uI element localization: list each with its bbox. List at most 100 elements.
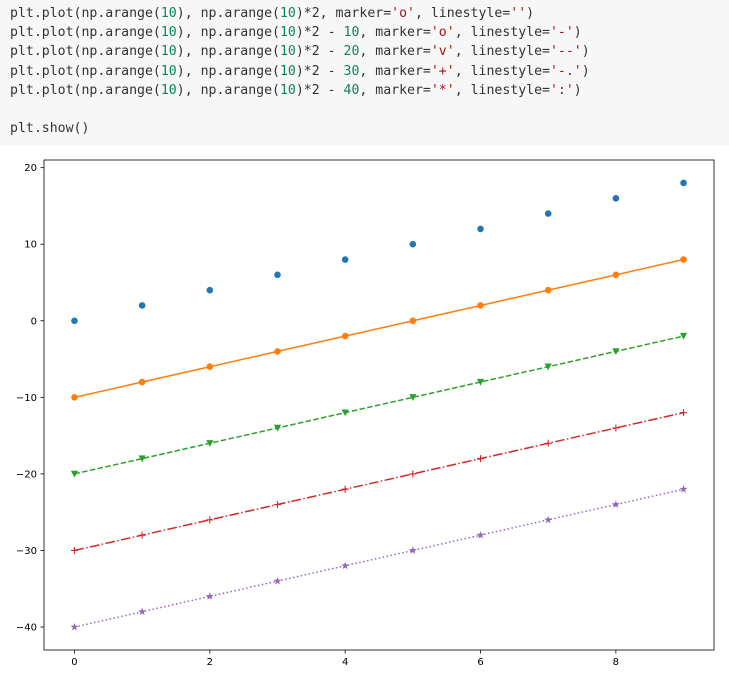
- data-point: [408, 546, 417, 554]
- data-point: [205, 592, 214, 600]
- code-token: plt.plot(np.arange(: [10, 82, 161, 98]
- code-token: 10: [160, 82, 177, 98]
- code-token: 10: [279, 44, 296, 60]
- line-chart: 0 2 4 6 8 20 10 0 −10 −20 −30 −40: [16, 159, 715, 668]
- data-point: [544, 210, 552, 217]
- code-token: ): [526, 6, 535, 21]
- code-token: ): [581, 63, 590, 79]
- code-token: ): [573, 82, 582, 98]
- code-line: plt.show(): [10, 119, 729, 138]
- y-tick-label: −40: [16, 623, 37, 634]
- data-point: [612, 271, 620, 279]
- data-point: [409, 317, 417, 325]
- code-token: 10: [160, 6, 177, 21]
- data-point: [138, 531, 146, 539]
- code-token: plt.show(): [10, 121, 90, 137]
- data-point: [138, 302, 146, 309]
- data-point: [409, 470, 417, 478]
- code-token: , linestyle=: [454, 44, 550, 60]
- code-token: ), np.arange(: [176, 44, 280, 60]
- data-point: [70, 546, 78, 554]
- data-point: [611, 500, 620, 508]
- code-token: , marker=: [359, 82, 431, 98]
- code-token: 40: [343, 82, 360, 98]
- code-token: 20: [343, 44, 360, 60]
- code-token: , linestyle=: [454, 82, 550, 98]
- data-point: [70, 622, 79, 631]
- data-point: [341, 561, 350, 570]
- series-line: [74, 488, 684, 628]
- code-token: '--': [549, 44, 582, 60]
- code-token: 10: [160, 25, 177, 41]
- data-point: [544, 286, 552, 294]
- x-tick-label: 8: [613, 657, 619, 668]
- code-token: '*': [430, 82, 455, 98]
- x-tick-label: 6: [477, 657, 483, 668]
- data-point: [273, 424, 282, 432]
- data-point: [680, 409, 688, 417]
- code-token: )*2 -: [295, 25, 344, 41]
- code-token: )*2 -: [295, 82, 344, 98]
- data-point: [477, 225, 484, 233]
- code-token: , marker=: [359, 63, 431, 79]
- code-cell[interactable]: plt.plot(np.arange(10), np.arange(10)*2,…: [0, 0, 729, 146]
- code-line: plt.plot(np.arange(10), np.arange(10)*2 …: [10, 62, 729, 81]
- data-point: [206, 440, 214, 447]
- data-point: [680, 256, 687, 263]
- data-point: [544, 363, 552, 371]
- code-token: )*2 -: [295, 63, 344, 79]
- data-point: [206, 363, 214, 371]
- code-token: , linestyle=: [454, 63, 550, 79]
- code-token: '': [510, 6, 527, 21]
- data-point: [70, 470, 79, 478]
- series-3: [70, 409, 688, 554]
- data-point: [206, 286, 214, 294]
- x-tick-label: 4: [342, 657, 348, 668]
- data-point: [138, 455, 146, 463]
- data-point: [71, 394, 78, 401]
- series-line: [74, 258, 684, 399]
- y-tick-label: −30: [16, 546, 37, 557]
- data-point: [273, 576, 282, 585]
- code-token: 10: [160, 63, 177, 79]
- code-token: '-.': [549, 63, 582, 79]
- data-point: [680, 179, 687, 187]
- data-point: [679, 332, 688, 340]
- code-line: plt.plot(np.arange(10), np.arange(10)*2 …: [10, 81, 729, 100]
- code-token: plt.plot(np.arange(: [10, 6, 161, 21]
- code-blank-line: [10, 100, 729, 119]
- code-token: 10: [279, 6, 296, 21]
- x-tick-label: 2: [207, 657, 213, 668]
- code-token: 'o': [430, 25, 455, 41]
- code-token: ), np.arange(: [176, 63, 280, 79]
- y-tick-label: −20: [16, 469, 37, 480]
- code-token: 10: [279, 25, 296, 41]
- data-point: [341, 485, 349, 493]
- code-token: ':': [549, 82, 574, 98]
- code-token: 'v': [430, 44, 455, 60]
- data-point: [409, 394, 417, 401]
- data-point: [544, 515, 553, 524]
- data-point: [612, 194, 620, 202]
- data-point: [476, 378, 485, 386]
- y-tick-label: 0: [31, 316, 37, 327]
- code-token: 10: [279, 82, 296, 98]
- code-token: , linestyle=: [414, 6, 511, 21]
- data-point: [341, 256, 349, 263]
- code-token: '+': [430, 63, 455, 79]
- plot-output: 0 2 4 6 8 20 10 0 −10 −20 −30 −40: [0, 146, 729, 676]
- y-tick-label: 20: [24, 163, 37, 174]
- series-1: [71, 256, 687, 401]
- code-line: plt.plot(np.arange(10), np.arange(10)*2 …: [10, 42, 729, 61]
- data-point: [138, 607, 147, 616]
- code-token: 'o': [391, 6, 415, 21]
- data-point: [679, 485, 688, 493]
- data-point: [341, 332, 349, 340]
- data-point: [138, 378, 146, 386]
- data-point: [612, 424, 620, 432]
- data-point: [477, 455, 485, 463]
- code-token: plt.plot(np.arange(: [10, 44, 161, 60]
- code-token: )*2 -: [295, 44, 344, 60]
- code-token: )*2, marker=: [295, 6, 392, 21]
- series-4: [70, 485, 688, 631]
